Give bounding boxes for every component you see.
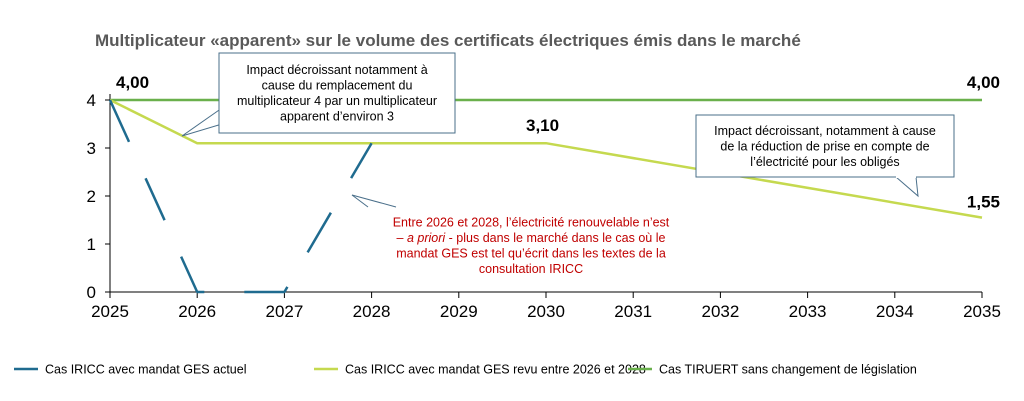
callout-pointer <box>351 194 369 208</box>
callout-box <box>695 114 955 178</box>
annotation-line: cause du remplacement du <box>262 79 413 93</box>
legend-label: Cas IRICC avec mandat GES actuel <box>45 363 246 377</box>
callout-pointer <box>895 176 919 198</box>
x-tick-label: 2033 <box>789 302 827 321</box>
data-label: 1,55 <box>967 193 1000 212</box>
annotation-line: mandat GES est tel qu’écrit dans les tex… <box>396 247 666 261</box>
callout-box <box>218 52 456 134</box>
legend-label: Cas TIRUERT sans changement de législati… <box>659 363 917 377</box>
callout-pointer <box>181 107 223 137</box>
chart-title: Multiplicateur «apparent» sur le volume … <box>95 31 801 50</box>
annotation-span: a priori <box>407 231 446 245</box>
axes: 2025 2026 2027 2028 2029 2030 2031 2032 2033 2034… <box>87 91 1001 321</box>
y-tick-label: 2 <box>87 187 96 206</box>
annotation-line: Impact décroissant notamment à <box>246 63 427 77</box>
y-tick-label: 1 <box>87 235 96 254</box>
annotation-line: de la réduction de prise en compte de <box>720 139 929 153</box>
x-tick-label: 2031 <box>614 302 652 321</box>
annotation-line: l’électricité pour les obligés <box>750 155 899 169</box>
annotation-line: multiplicateur 4 par un multiplicateur <box>237 94 437 108</box>
x-tick-label: 2027 <box>265 302 303 321</box>
data-label: 3,10 <box>526 116 559 135</box>
annotation-line: Impact décroissant, notamment à cause <box>714 124 936 138</box>
y-tick-label: 0 <box>87 283 96 302</box>
annotation-line: Entre 2026 et 2028, l’électricité renouv… <box>393 216 670 230</box>
y-tick-label: 4 <box>87 91 96 110</box>
x-tick-label: 2030 <box>527 302 565 321</box>
data-label: 4,00 <box>116 73 149 92</box>
x-tick-label: 2028 <box>353 302 391 321</box>
annotation-span: – <box>397 231 407 245</box>
data-labels: 4,00 3,10 4,00 1,55 <box>116 73 1000 212</box>
annotation-line: apparent d’environ 3 <box>280 110 394 124</box>
x-tick-label: 2035 <box>963 302 1001 321</box>
x-tick-label: 2025 <box>91 302 129 321</box>
legend-label: Cas IRICC avec mandat GES revu entre 202… <box>345 363 646 377</box>
annotation-span: - plus dans le marché dans le cas où le <box>445 231 665 245</box>
data-label: 4,00 <box>967 73 1000 92</box>
x-tick-label: 2029 <box>440 302 478 321</box>
legend: Cas IRICC avec mandat GES actuel Cas IRIC… <box>14 363 917 377</box>
annotations: Impact décroissant notamment à cause du r… <box>181 52 955 284</box>
callout-box <box>366 207 696 284</box>
callout-pointer <box>351 194 397 208</box>
x-tick-label: 2032 <box>701 302 739 321</box>
x-tick-label: 2026 <box>178 302 216 321</box>
x-tick-label: 2034 <box>876 302 914 321</box>
annotation-line: – a priori - plus dans le marché dans le… <box>397 231 666 245</box>
y-tick-label: 3 <box>87 139 96 158</box>
annotation-line: consultation IRICC <box>479 262 583 276</box>
series-line-1 <box>108 99 373 294</box>
